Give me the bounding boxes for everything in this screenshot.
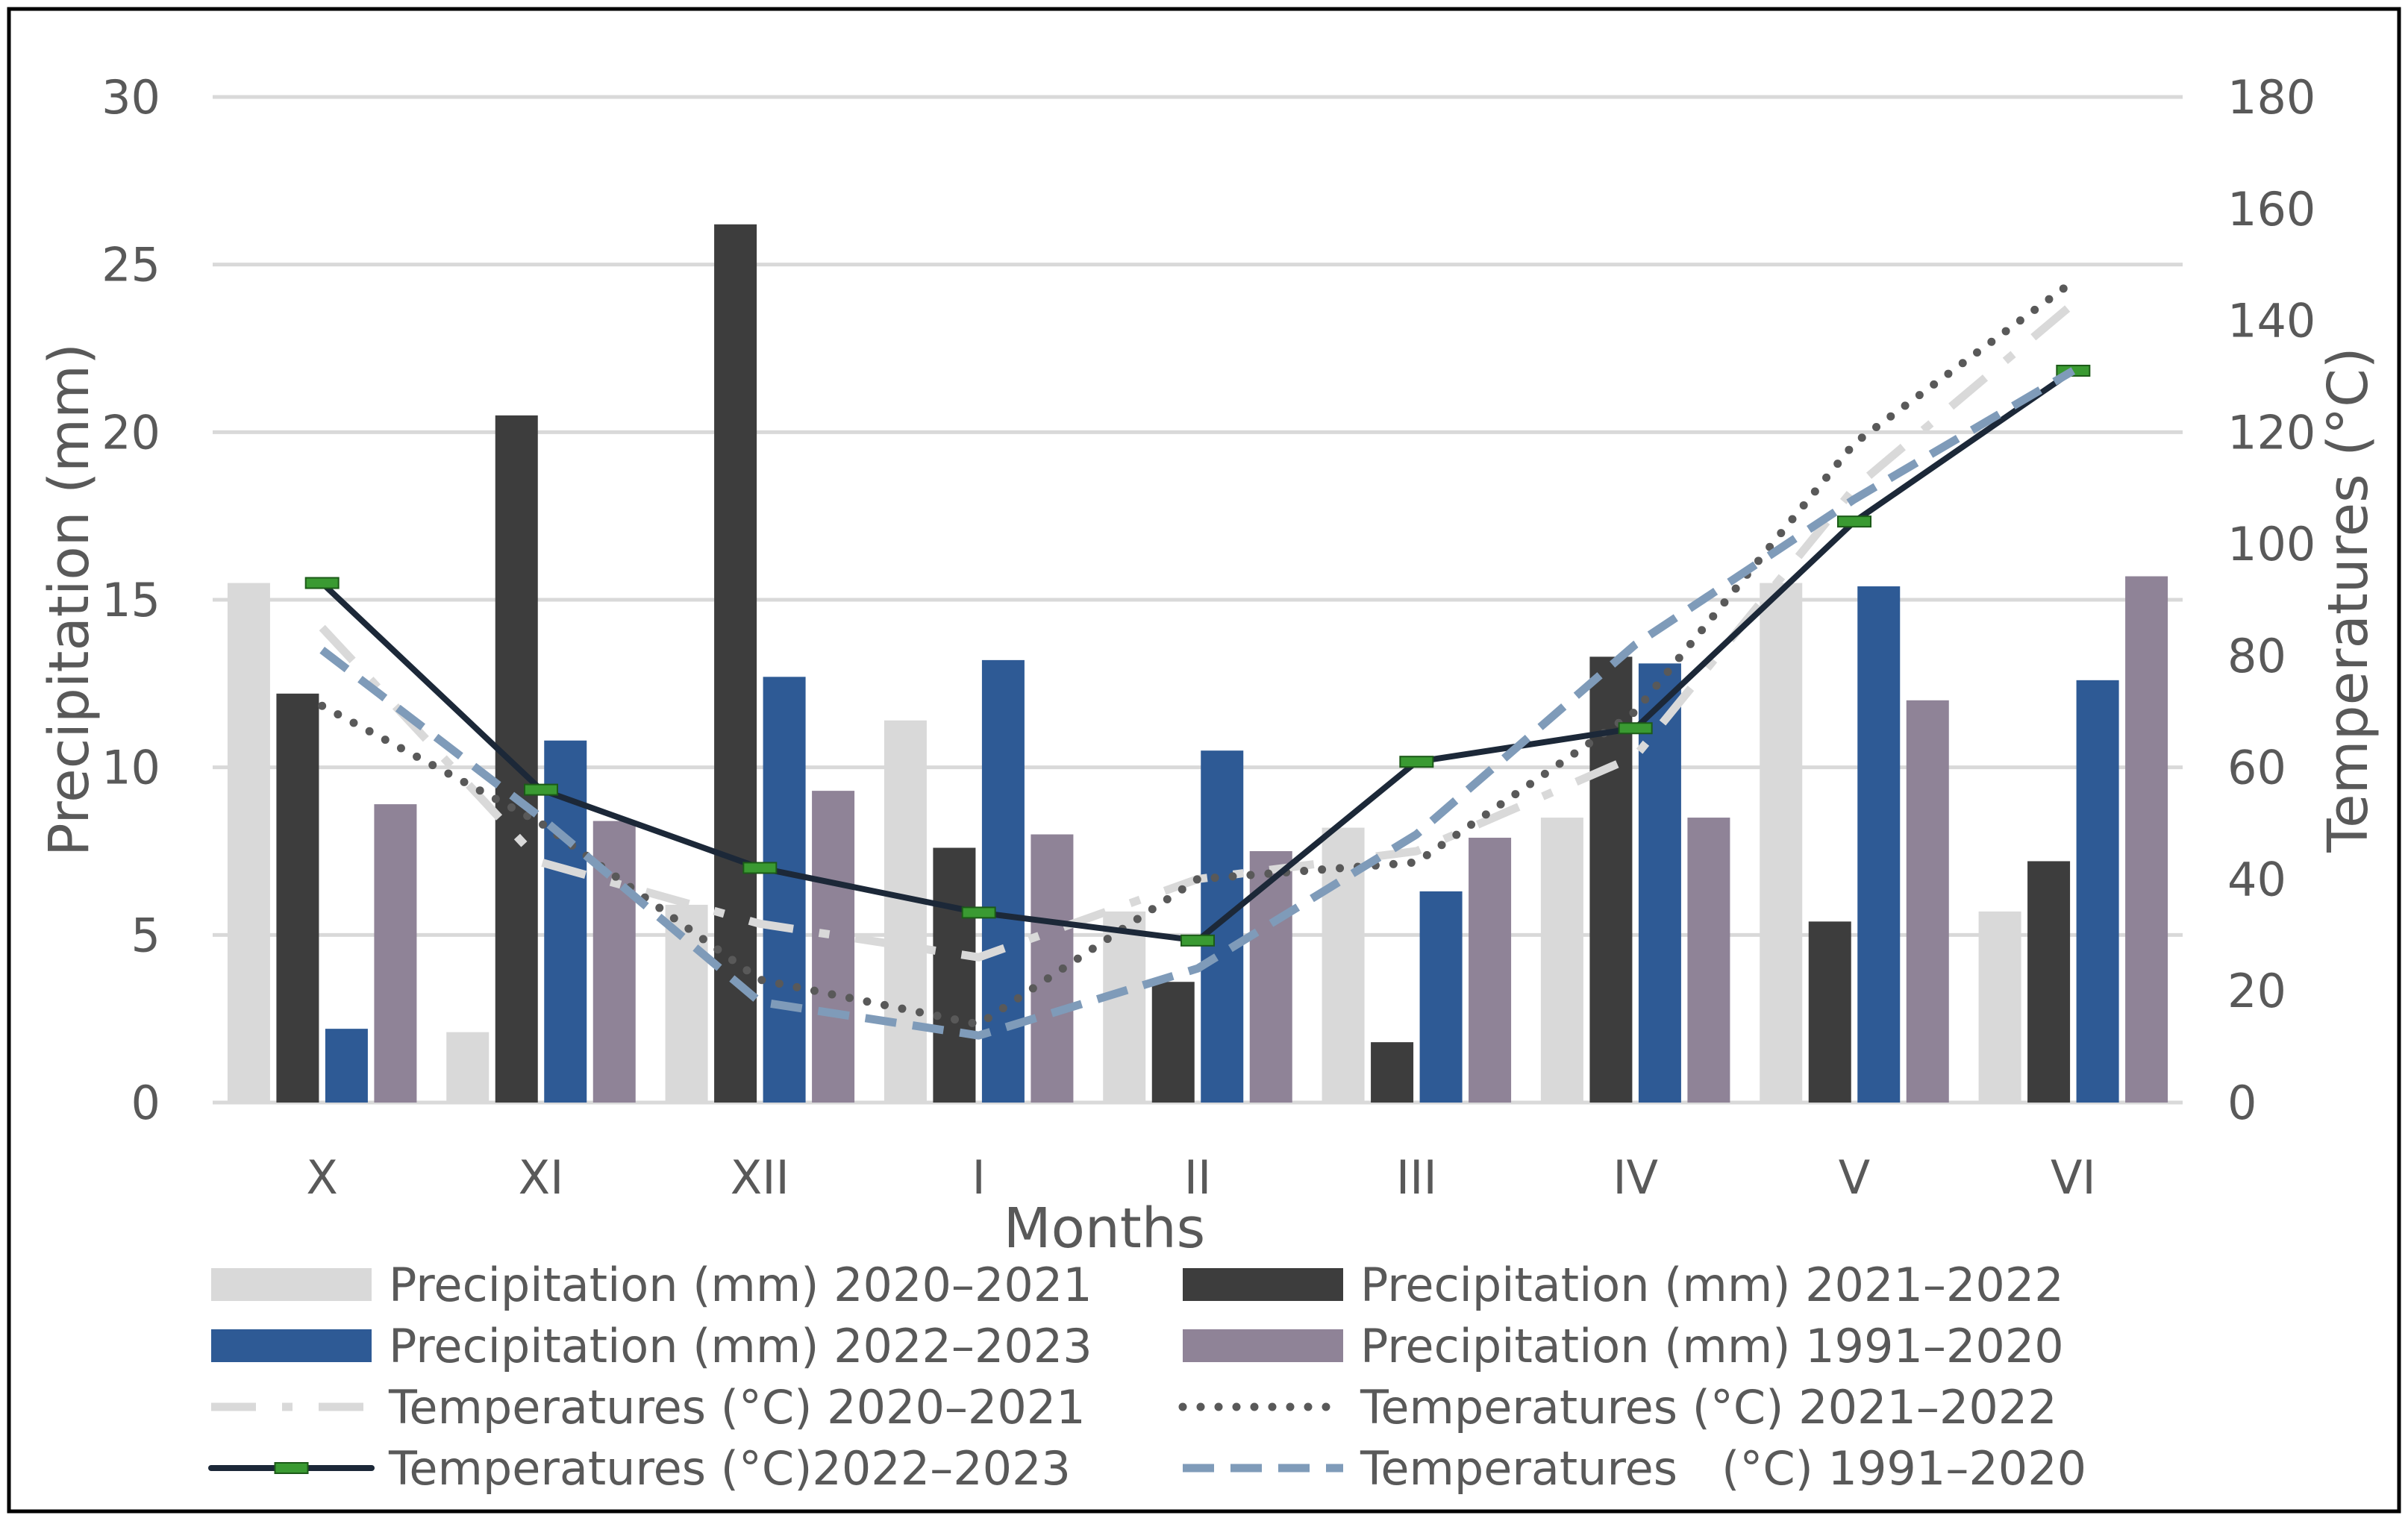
bar-4-xii — [812, 791, 855, 1103]
legend-swatch-bar — [211, 1268, 372, 1301]
bar-4-i — [1031, 834, 1074, 1103]
y-tick-label: 30 — [101, 70, 160, 125]
bar-1-iv — [1540, 818, 1583, 1103]
bar-2-iii — [1371, 1042, 1414, 1103]
line-marker-xii — [742, 862, 778, 874]
bar-3-x — [325, 1029, 368, 1103]
legend-label: Temperatures (°C) 2021–2022 — [1360, 1380, 2057, 1434]
legend: Precipitation (mm) 2020–2021 Precipitatio… — [208, 1258, 2086, 1496]
line-marker-xi — [524, 783, 558, 796]
y2-tick-label: 80 — [2227, 629, 2286, 683]
bar-3-xii — [763, 677, 806, 1103]
x-tick-label: VI — [2051, 1150, 2096, 1205]
bar-1-ii — [1103, 911, 1146, 1103]
legend-label: Temperatures (°C) 1991–2020 — [1360, 1441, 2086, 1496]
bar-3-iii — [1419, 891, 1463, 1103]
bar-4-iv — [1687, 818, 1730, 1103]
line-series-4 — [319, 367, 2076, 1040]
bar-3-vi — [2076, 680, 2119, 1103]
legend-swatch-marker — [274, 1462, 309, 1474]
legend-label: Precipitation (mm) 2020–2021 — [389, 1258, 1092, 1312]
bar-2-v — [1808, 921, 1851, 1103]
bar-3-ii — [1201, 750, 1244, 1103]
line-series-group — [304, 277, 2091, 1040]
bar-2-i — [933, 847, 976, 1103]
bar-1-xii — [665, 904, 708, 1103]
bar-series-group — [227, 224, 2168, 1103]
y-tick-label: 25 — [101, 238, 160, 292]
y-tick-label: 5 — [131, 908, 160, 962]
x-tick-label: XI — [519, 1150, 564, 1205]
bar-4-vi — [2125, 576, 2168, 1103]
bar-4-ii — [1249, 851, 1292, 1103]
y-tick-label: 15 — [101, 573, 160, 627]
y2-tick-label: 140 — [2227, 294, 2315, 348]
bar-1-i — [884, 720, 927, 1103]
y2-tick-label: 0 — [2227, 1076, 2257, 1130]
legend-label: Precipitation (mm) 2021–2022 — [1360, 1258, 2064, 1312]
x-tick-label: XII — [731, 1150, 789, 1205]
legend-label: Temperatures (°C) 2020–2021 — [388, 1380, 1086, 1434]
y-tick-label: 0 — [131, 1076, 160, 1130]
line-marker-iii — [1399, 756, 1434, 768]
y2-tick-label: 100 — [2227, 517, 2315, 571]
bar-1-v — [1760, 583, 1803, 1103]
y2-tick-label: 40 — [2227, 852, 2286, 906]
legend-label: Precipitation (mm) 2022–2023 — [389, 1319, 1092, 1373]
line-marker-ii — [1180, 934, 1215, 947]
x-tick-label: V — [1839, 1150, 1870, 1205]
gridlines — [213, 95, 2183, 1105]
bar-2-xii — [714, 224, 757, 1103]
bar-4-v — [1906, 700, 1949, 1103]
bar-2-x — [276, 693, 319, 1103]
line-marker-x — [304, 577, 340, 589]
y2-tick-label: 160 — [2227, 182, 2315, 236]
bar-1-x — [227, 583, 270, 1103]
y-tick-label: 20 — [101, 405, 160, 460]
bar-2-xi — [495, 415, 538, 1103]
y2-tick-label: 20 — [2227, 964, 2286, 1018]
y2-axis-title: Temperatures (°C) — [2316, 347, 2380, 853]
bar-1-xi — [446, 1032, 490, 1103]
y2-tick-label: 120 — [2227, 405, 2315, 460]
x-tick-label: II — [1184, 1150, 1212, 1205]
bar-4-iii — [1469, 838, 1512, 1103]
line-marker-iv — [1618, 722, 1653, 735]
y-tick-label: 10 — [101, 741, 160, 795]
bar-3-iv — [1638, 663, 1681, 1103]
x-tick-label: IV — [1613, 1150, 1658, 1205]
legend-swatch-bar — [1183, 1329, 1343, 1362]
y-axis-title: Precipitation (mm) — [37, 343, 101, 856]
bar-1-vi — [1978, 911, 2021, 1103]
x-tick-label: III — [1396, 1150, 1437, 1205]
x-axis-title: Months — [1004, 1197, 1206, 1261]
line-marker-i — [961, 906, 996, 919]
bar-3-v — [1857, 586, 1901, 1103]
bar-4-x — [374, 804, 417, 1103]
legend-label: Temperatures (°C)2022–2023 — [388, 1441, 1071, 1496]
y2-tick-label: 60 — [2227, 741, 2286, 795]
y2-tick-label: 180 — [2227, 70, 2315, 125]
line-series-2 — [318, 277, 2077, 1029]
axes: 0 5 10 15 20 25 30 0 20 40 60 80 100 120 140 160 180 X XI X… — [37, 70, 2380, 1261]
bar-2-ii — [1151, 982, 1195, 1103]
line-marker-v — [1837, 515, 1871, 528]
legend-swatch-bar — [211, 1329, 372, 1362]
x-tick-label: X — [306, 1150, 337, 1205]
legend-swatch-bar — [1183, 1268, 1343, 1301]
legend-label: Precipitation (mm) 1991–2020 — [1360, 1319, 2064, 1373]
bar-2-vi — [2027, 861, 2071, 1103]
x-tick-label: I — [972, 1150, 986, 1205]
